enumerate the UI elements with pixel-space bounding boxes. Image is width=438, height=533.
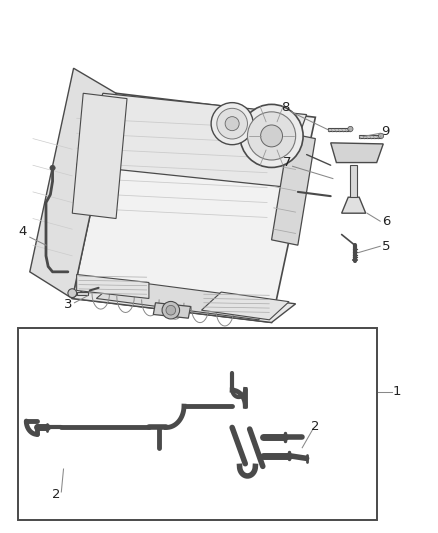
Polygon shape xyxy=(342,197,366,213)
Polygon shape xyxy=(77,93,307,187)
Polygon shape xyxy=(331,143,383,163)
Polygon shape xyxy=(272,133,315,245)
Circle shape xyxy=(211,103,253,144)
Text: 2: 2 xyxy=(52,488,60,501)
Text: 5: 5 xyxy=(382,240,391,253)
Text: 8: 8 xyxy=(281,101,290,114)
Polygon shape xyxy=(77,292,88,295)
Polygon shape xyxy=(359,135,381,138)
Circle shape xyxy=(50,165,55,171)
Polygon shape xyxy=(96,280,280,320)
Circle shape xyxy=(247,112,296,160)
Circle shape xyxy=(378,133,384,139)
Circle shape xyxy=(225,117,239,131)
Text: 2: 2 xyxy=(311,420,320,433)
Polygon shape xyxy=(72,93,315,322)
Circle shape xyxy=(217,108,247,139)
Text: 3: 3 xyxy=(64,298,72,311)
Polygon shape xyxy=(153,303,191,318)
Circle shape xyxy=(261,125,283,147)
Circle shape xyxy=(162,302,180,319)
Circle shape xyxy=(68,289,77,297)
Bar xyxy=(18,328,377,520)
Text: 7: 7 xyxy=(283,156,291,169)
Circle shape xyxy=(240,104,303,167)
Text: 4: 4 xyxy=(18,225,27,238)
Text: 6: 6 xyxy=(382,215,391,228)
Text: 1: 1 xyxy=(392,385,401,398)
Polygon shape xyxy=(77,274,149,298)
Polygon shape xyxy=(72,280,296,322)
Circle shape xyxy=(348,126,353,132)
Polygon shape xyxy=(72,93,127,219)
Polygon shape xyxy=(201,292,289,320)
Polygon shape xyxy=(30,68,116,298)
Polygon shape xyxy=(328,128,350,131)
Text: 9: 9 xyxy=(381,125,390,138)
Polygon shape xyxy=(350,165,357,197)
Circle shape xyxy=(166,305,176,315)
